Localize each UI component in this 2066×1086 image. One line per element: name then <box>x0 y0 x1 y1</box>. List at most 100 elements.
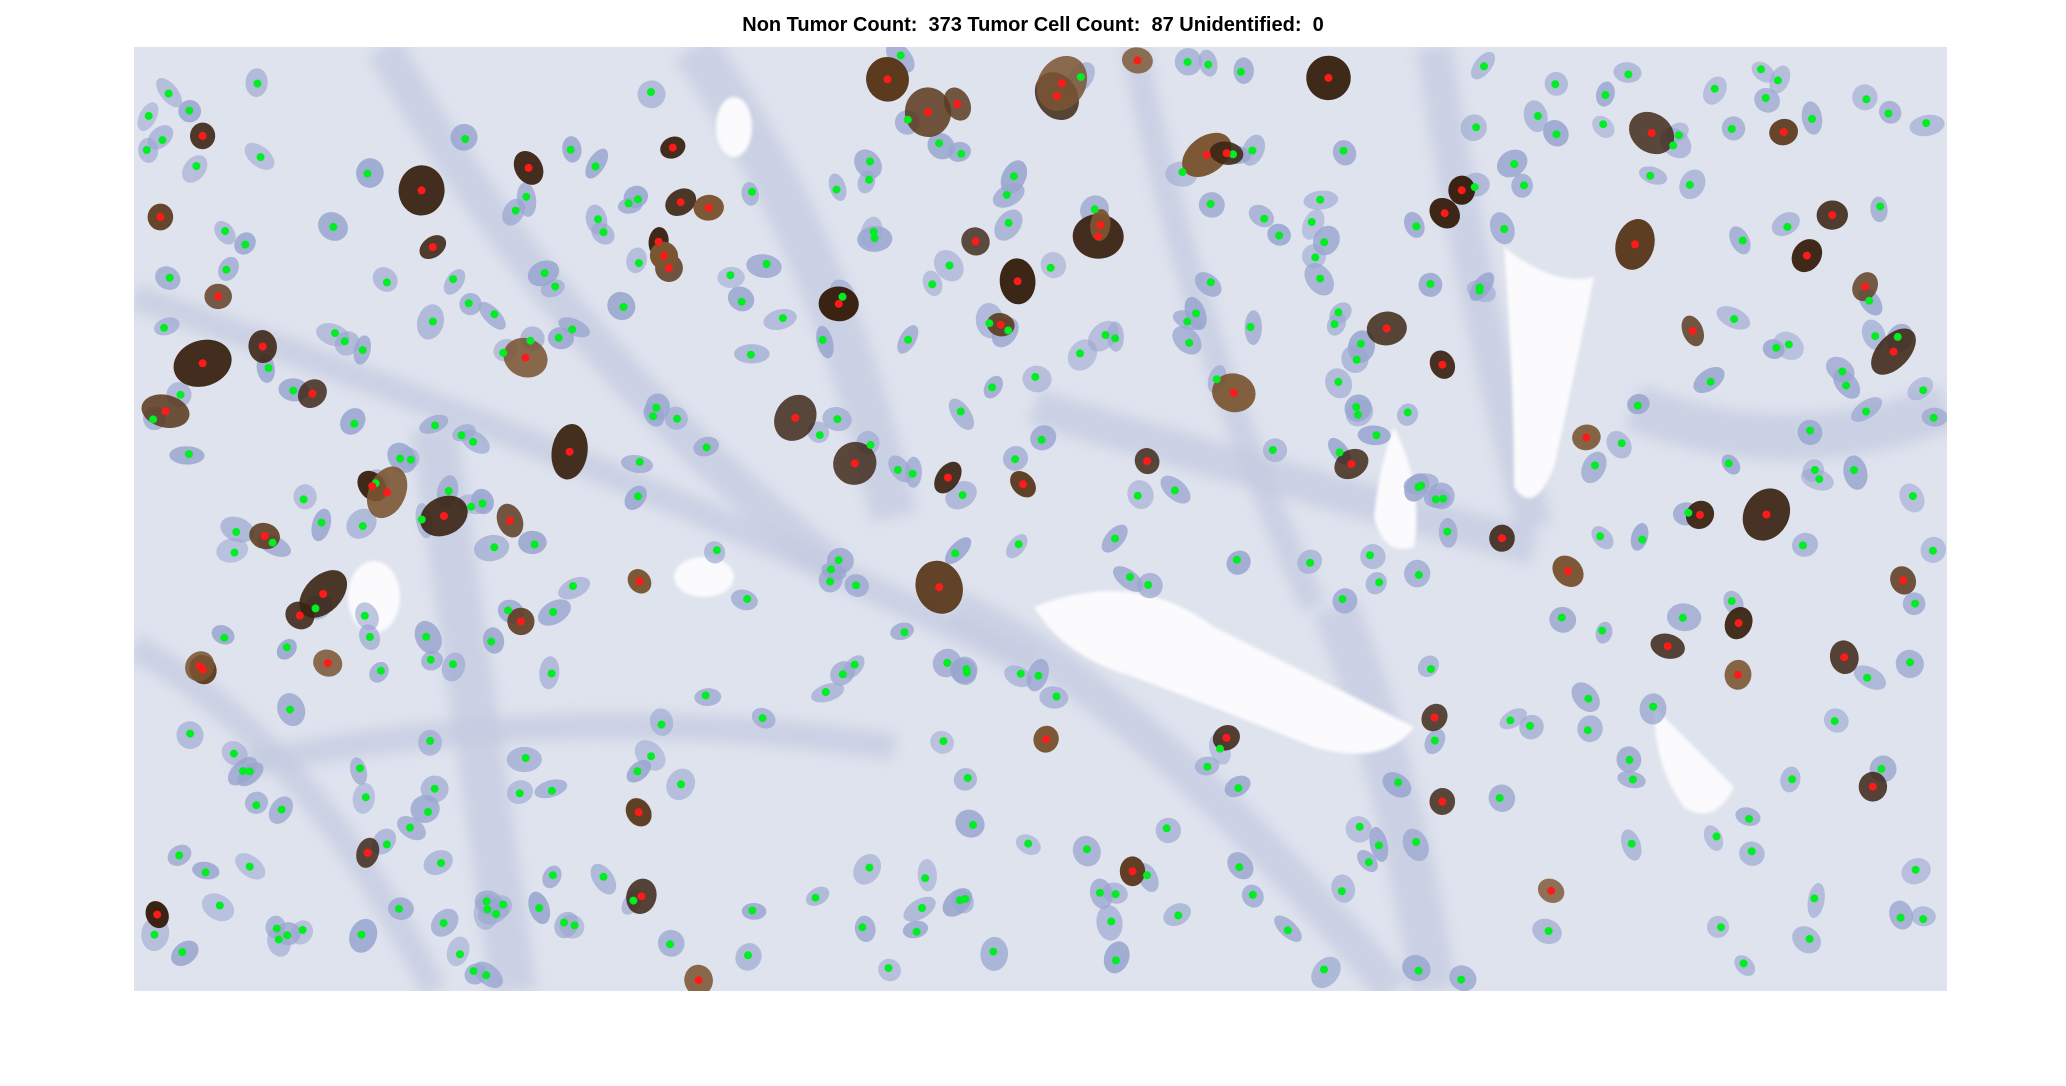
non-tumor-marker <box>1745 814 1753 823</box>
non-tumor-marker <box>1627 839 1636 848</box>
non-tumor-marker <box>647 752 656 761</box>
non-tumor-marker <box>1598 626 1607 635</box>
non-tumor-marker <box>1338 595 1347 604</box>
non-tumor-marker <box>1090 205 1099 214</box>
tumor-marker <box>506 516 514 525</box>
non-tumor-marker <box>1717 923 1725 932</box>
tumor-marker <box>524 163 533 172</box>
tumor-marker <box>295 611 304 620</box>
non-tumor-marker <box>160 323 168 332</box>
stroma-streak <box>134 284 1040 679</box>
non-tumor-marker <box>1095 888 1104 897</box>
non-tumor-marker <box>866 157 874 166</box>
tumor-marker <box>1647 129 1656 137</box>
non-tumor-marker <box>1850 466 1858 475</box>
non-tumor-marker <box>1144 580 1153 589</box>
non-tumor-marker <box>540 269 549 278</box>
non-tumor-marker <box>634 195 642 204</box>
stroma-streak <box>134 635 446 991</box>
non-tumor-marker <box>1431 495 1440 504</box>
non-tumor-marker <box>482 971 491 980</box>
tumor-marker <box>1840 653 1849 662</box>
non-tumor-marker <box>1183 317 1192 326</box>
non-tumor-marker <box>1601 91 1610 99</box>
non-tumor-marker <box>186 729 195 738</box>
non-tumor-marker <box>778 314 787 323</box>
cell-markers-layer <box>142 51 1938 985</box>
non-tumor-marker <box>430 784 439 793</box>
non-tumor-marker <box>457 431 466 440</box>
non-tumor-marker <box>317 518 326 527</box>
non-tumor-marker <box>1178 168 1187 177</box>
tumor-marker <box>996 320 1005 329</box>
non-tumor-marker <box>220 633 229 642</box>
non-tumor-marker <box>1633 401 1642 410</box>
tumor-marker <box>1382 324 1391 333</box>
non-tumor-marker <box>1204 60 1213 69</box>
non-tumor-marker <box>526 336 535 345</box>
non-tumor-marker <box>1170 486 1179 495</box>
tumor-marker <box>1222 733 1231 742</box>
histology-image <box>134 47 1947 991</box>
non-tumor-marker <box>1583 726 1592 735</box>
non-tumor-marker <box>547 669 556 678</box>
non-tumor-marker <box>241 240 250 249</box>
non-tumor-marker <box>827 565 835 574</box>
non-tumor-marker <box>908 469 917 478</box>
non-tumor-marker <box>634 492 642 501</box>
tumor-marker <box>1128 867 1137 876</box>
non-tumor-marker <box>274 935 283 944</box>
non-tumor-marker <box>1354 410 1362 419</box>
non-tumor-marker <box>142 146 151 154</box>
non-tumor-marker <box>382 840 391 849</box>
non-tumor-marker <box>298 925 307 934</box>
non-tumor-marker <box>1107 917 1116 926</box>
non-tumor-marker <box>633 767 642 776</box>
non-tumor-marker <box>1024 839 1033 848</box>
non-tumor-marker <box>1596 532 1605 541</box>
non-tumor-marker <box>701 691 710 700</box>
non-tumor-marker <box>1865 296 1874 305</box>
non-tumor-marker <box>229 749 238 758</box>
non-tumor-marker <box>657 720 666 729</box>
non-tumor-marker <box>1133 491 1142 500</box>
tumor-marker <box>1889 347 1898 356</box>
non-tumor-marker <box>943 658 952 667</box>
non-tumor-marker <box>1628 775 1637 784</box>
non-tumor-marker <box>762 260 771 268</box>
non-tumor-marker <box>1472 123 1481 132</box>
non-tumor-marker <box>1203 762 1212 771</box>
non-tumor-marker <box>439 919 448 928</box>
tumor-marker <box>1096 221 1105 229</box>
lumen-layer <box>348 97 1734 814</box>
tumor-marker <box>704 203 713 212</box>
non-tumor-marker <box>286 705 294 714</box>
non-tumor-marker <box>417 515 426 524</box>
non-tumor-marker <box>1235 863 1244 872</box>
lumen <box>1504 247 1594 499</box>
non-tumor-marker <box>483 905 492 914</box>
non-tumor-marker <box>1174 911 1183 920</box>
non-tumor-marker <box>1649 702 1658 711</box>
non-tumor-marker <box>192 162 201 171</box>
non-tumor-marker <box>264 364 273 372</box>
tumor-marker <box>323 659 332 668</box>
non-tumor-marker <box>311 604 320 613</box>
tumor-marker <box>637 892 646 901</box>
non-tumor-marker <box>599 872 608 881</box>
tumor-marker <box>1688 326 1697 335</box>
non-tumor-marker <box>1427 665 1435 673</box>
non-tumor-marker <box>1143 871 1151 880</box>
non-tumor-marker <box>1773 76 1782 85</box>
non-tumor-marker <box>1706 377 1715 386</box>
non-tumor-marker <box>1830 717 1839 726</box>
tumor-marker <box>924 108 932 117</box>
non-tumor-marker <box>444 487 453 495</box>
non-tumor-marker <box>1014 540 1023 549</box>
non-tumor-marker <box>962 668 971 677</box>
non-tumor-marker <box>1929 413 1938 422</box>
non-tumor-marker <box>490 310 499 319</box>
non-tumor-marker <box>1761 94 1770 102</box>
tumor-marker <box>214 292 223 301</box>
tumor-marker <box>1734 670 1742 679</box>
